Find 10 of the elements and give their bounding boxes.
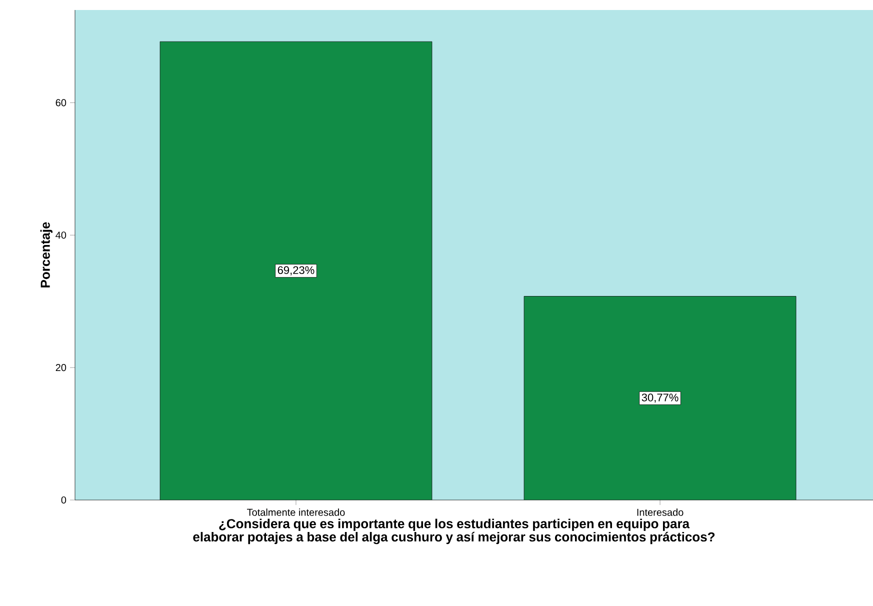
- y-axis-title: Porcentaje: [40, 222, 52, 288]
- y-tick-label: 20: [56, 364, 66, 372]
- y-tick-label: 60: [56, 99, 66, 106]
- data-label: 69,23%: [278, 266, 314, 276]
- y-tick-label: 40: [56, 232, 66, 239]
- x-tick-label: Interesado: [637, 508, 684, 516]
- x-axis-title: ¿Considera que es importante que los estudiantes participen en equipo para elaborar potajes a base del alga cushuro y así mejorar sus conocimientos prácticos?: [193, 518, 715, 544]
- y-tick-label: 0: [61, 496, 66, 504]
- data-label: 30,77%: [642, 394, 678, 403]
- x-tick-label: Totalmente interesado: [247, 508, 345, 516]
